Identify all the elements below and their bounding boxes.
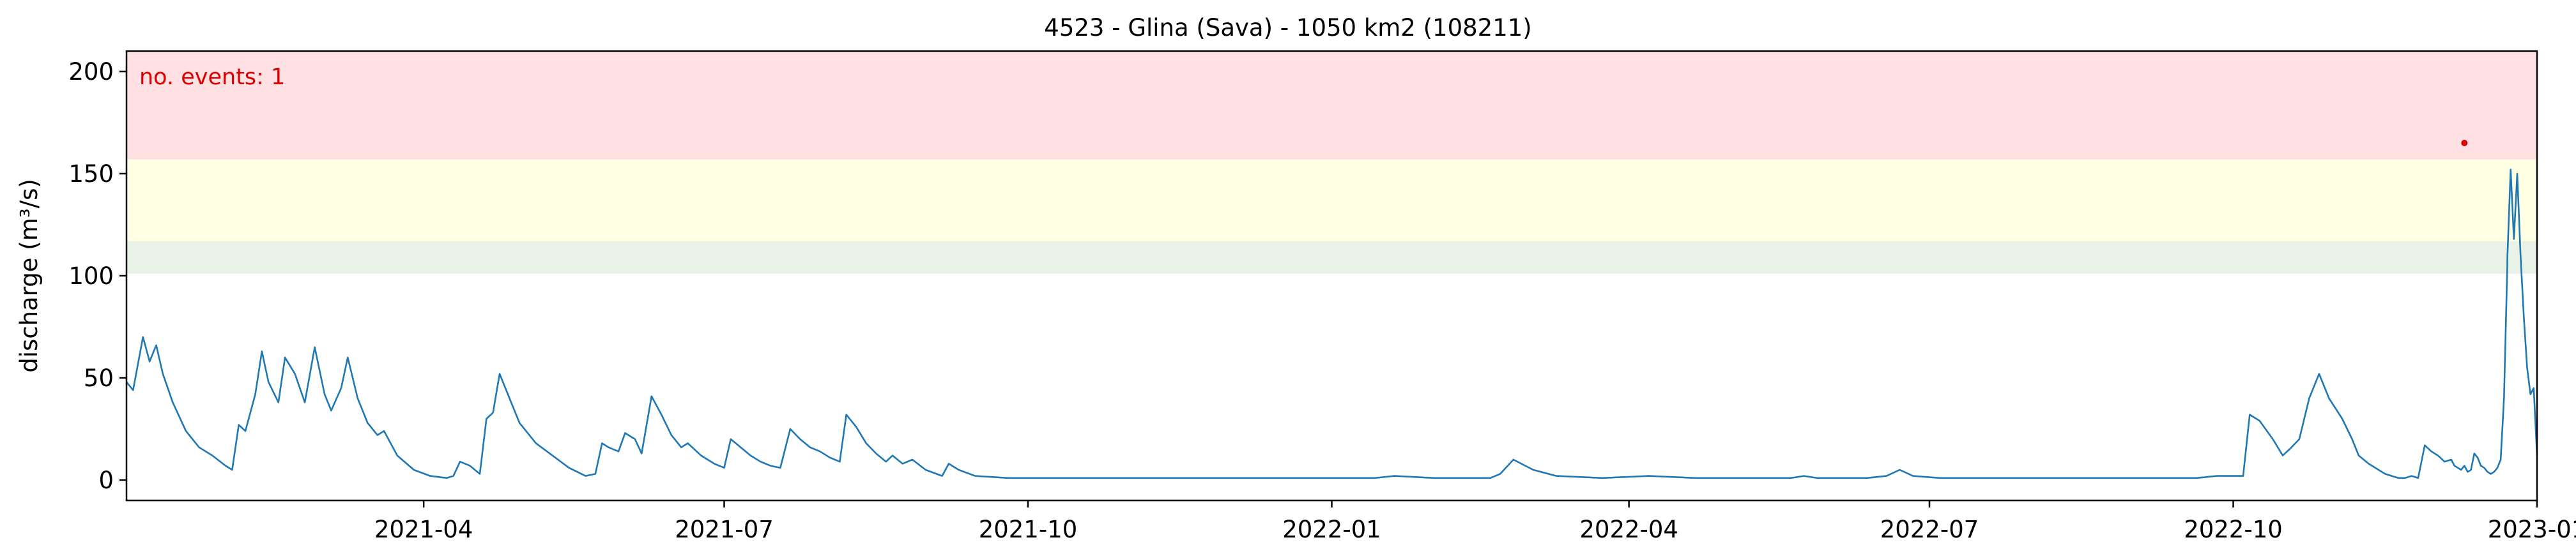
threshold-band-0 [126, 241, 2537, 274]
threshold-band-2 [126, 51, 2537, 160]
threshold-bands [126, 51, 2537, 274]
events-annotation: no. events: 1 [139, 64, 285, 90]
y-tick-label: 50 [84, 364, 114, 392]
chart-title: 4523 - Glina (Sava) - 1050 km2 (108211) [1044, 14, 1531, 41]
event-marker [2461, 140, 2468, 146]
y-tick-label: 0 [98, 467, 114, 494]
y-tick-label: 100 [68, 262, 114, 290]
threshold-band-1 [126, 159, 2537, 241]
y-axis: 0 50 100 150 200 [68, 58, 126, 494]
x-tick-label: 2021-07 [675, 516, 774, 543]
y-tick-label: 150 [68, 160, 114, 188]
x-tick-label: 2021-04 [374, 516, 473, 543]
x-tick-label: 2022-04 [1579, 516, 1678, 543]
x-axis: 2021-04 2021-07 2021-10 2022-01 2022-04 2022-… [374, 500, 2576, 543]
event-marker-layer [2461, 140, 2468, 146]
discharge-series-line [125, 169, 2538, 479]
x-tick-label: 2022-07 [1880, 516, 1979, 543]
x-tick-label: 2022-10 [2184, 516, 2283, 543]
x-tick-label: 2021-10 [979, 516, 1078, 543]
discharge-line-layer [125, 169, 2538, 479]
y-tick-label: 200 [68, 58, 114, 86]
x-tick-label: 2022-01 [1282, 516, 1381, 543]
y-axis-label: discharge (m³/s) [15, 179, 43, 373]
x-tick-label: 2023-01 [2488, 516, 2576, 543]
